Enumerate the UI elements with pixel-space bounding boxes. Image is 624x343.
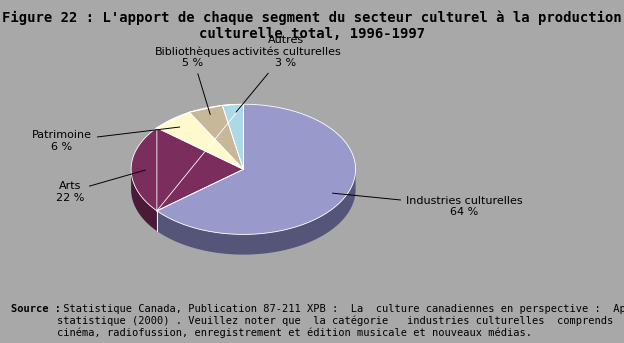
Text: Industries culturelles
64 %: Industries culturelles 64 % [333, 193, 523, 217]
Text: Source :: Source : [11, 304, 61, 314]
Polygon shape [157, 104, 356, 234]
Polygon shape [222, 104, 243, 169]
Polygon shape [157, 112, 243, 169]
Text: Figure 22 : L'apport de chaque segment du secteur culturel à la production
cultu: Figure 22 : L'apport de chaque segment d… [2, 10, 622, 41]
Polygon shape [131, 169, 157, 231]
Text: Statistique Canada, Publication 87-211 XPB :  La  culture canadiennes en perspec: Statistique Canada, Publication 87-211 X… [57, 304, 624, 338]
Text: Autres
activités culturelles
3 %: Autres activités culturelles 3 % [232, 35, 340, 112]
Text: Patrimoine
6 %: Patrimoine 6 % [32, 127, 180, 152]
Text: Bibliothèques
5 %: Bibliothèques 5 % [155, 46, 231, 115]
Polygon shape [189, 105, 243, 169]
Polygon shape [157, 168, 356, 255]
Polygon shape [131, 128, 243, 211]
Text: Arts
22 %: Arts 22 % [56, 170, 145, 203]
